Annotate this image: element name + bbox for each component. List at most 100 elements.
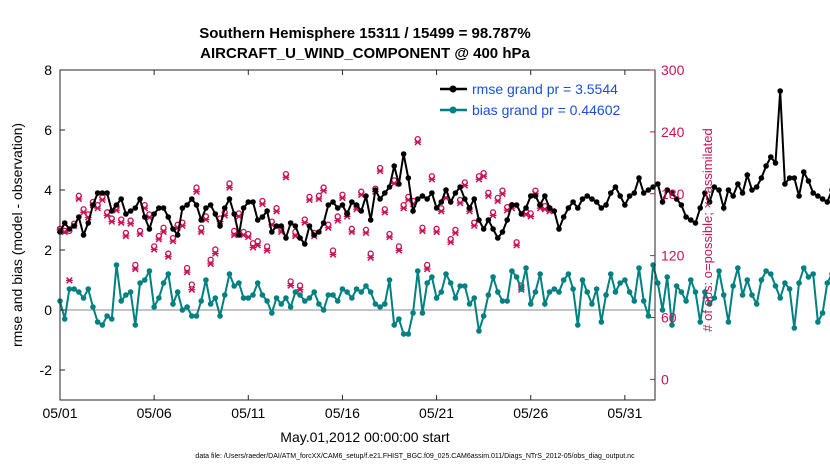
rmse-point: [221, 205, 228, 211]
bias-point: [156, 295, 162, 301]
rmse-point: [66, 226, 73, 232]
legend-bias-marker: [449, 106, 457, 114]
plot-frame: [59, 69, 656, 401]
bias-point: [278, 301, 285, 307]
obs-possible-point: [226, 180, 233, 187]
obs-possible-point: [193, 184, 200, 191]
obs-assimilated-point: [301, 219, 309, 226]
obs-possible-point: [334, 213, 341, 220]
bias-point: [433, 295, 440, 301]
bias-series: [57, 262, 830, 337]
rmse-point: [786, 175, 793, 181]
bias-point: [80, 295, 87, 301]
bias-point: [137, 280, 143, 286]
bias-point: [254, 280, 261, 286]
rmse-point: [71, 223, 77, 229]
rmse-point: [231, 211, 237, 217]
rmse-point: [796, 193, 802, 199]
bias-point: [504, 298, 510, 304]
bias-point: [405, 331, 412, 337]
obs-assimilated-point: [108, 218, 116, 225]
rmse-point: [579, 196, 586, 202]
obs-assimilated-point: [103, 212, 111, 219]
bias-point: [113, 262, 120, 268]
rmse-point: [287, 220, 294, 226]
bias-point: [527, 301, 534, 307]
bias-point: [589, 301, 595, 307]
obs-assimilated-point: [339, 194, 346, 202]
x-tick-label: 05/31: [607, 405, 642, 421]
rmse-point: [480, 226, 487, 232]
obs-assimilated-point: [287, 282, 295, 289]
bias-point: [716, 268, 722, 274]
bias-point: [622, 277, 628, 283]
bias-point: [66, 286, 73, 292]
bias-point: [518, 286, 525, 292]
x-tick-label: 05/11: [231, 405, 265, 421]
obs-possible-point: [212, 246, 219, 253]
rmse-point: [203, 205, 209, 211]
obs-possible-point: [367, 250, 374, 257]
obs-possible-point: [296, 282, 304, 289]
rmse-point: [767, 154, 774, 160]
rmse-point: [753, 184, 760, 190]
obs-assimilated-point: [348, 228, 356, 236]
obs-assimilated-point: [150, 246, 158, 253]
bias-point: [61, 316, 68, 322]
y-tick-label: 8: [44, 62, 52, 78]
rmse-point: [245, 199, 252, 205]
obs-assimilated-point: [489, 212, 497, 219]
bias-point: [334, 298, 341, 304]
rmse-point: [824, 199, 830, 205]
bias-point: [363, 283, 369, 289]
rmse-point: [819, 196, 826, 202]
rmse-point: [382, 190, 388, 196]
bias-point: [349, 295, 355, 301]
rmse-point: [283, 235, 289, 241]
bias-point: [400, 331, 407, 337]
rmse-point: [730, 193, 736, 199]
obs-assimilated-point: [306, 196, 313, 204]
rmse-point: [137, 196, 143, 202]
rmse-point: [800, 169, 807, 175]
rmse-point: [805, 178, 812, 184]
bias-point: [607, 271, 614, 277]
bias-point: [490, 274, 496, 280]
rmse-point: [593, 199, 600, 205]
obs-assimilated-point: [254, 241, 262, 249]
rmse-point: [560, 214, 567, 220]
rmse-point: [414, 196, 421, 202]
rmse-point: [363, 193, 369, 199]
rmse-point: [123, 211, 129, 217]
rmse-point: [551, 208, 558, 214]
rmse-point: [556, 226, 562, 232]
bias-point: [720, 292, 727, 298]
x-tick-label: 05/16: [325, 405, 360, 421]
rmse-point: [269, 229, 275, 235]
bias-point: [659, 307, 666, 313]
bias-point: [763, 268, 769, 274]
rmse-point: [612, 184, 619, 190]
obs-assimilated-point: [456, 199, 464, 207]
rmse-point: [156, 205, 162, 211]
rmse-point: [527, 193, 534, 199]
rmse-point: [264, 208, 270, 214]
obs-assimilated-point: [376, 167, 384, 175]
obs-assimilated-point: [169, 237, 177, 245]
bias-point: [570, 286, 576, 292]
bias-point: [179, 307, 186, 313]
obs-assimilated-point: [94, 204, 102, 212]
bias-point: [730, 283, 736, 289]
rmse-point: [617, 193, 623, 199]
obs-possible-point: [424, 261, 431, 269]
rmse-point: [386, 184, 393, 190]
bias-point: [673, 283, 680, 289]
obs-assimilated-point: [513, 241, 521, 249]
bias-point: [579, 277, 586, 283]
bias-point: [617, 280, 623, 286]
rmse-point: [108, 208, 115, 214]
bias-point: [669, 322, 675, 328]
rmse-point: [377, 196, 383, 202]
bias-point: [382, 301, 388, 307]
